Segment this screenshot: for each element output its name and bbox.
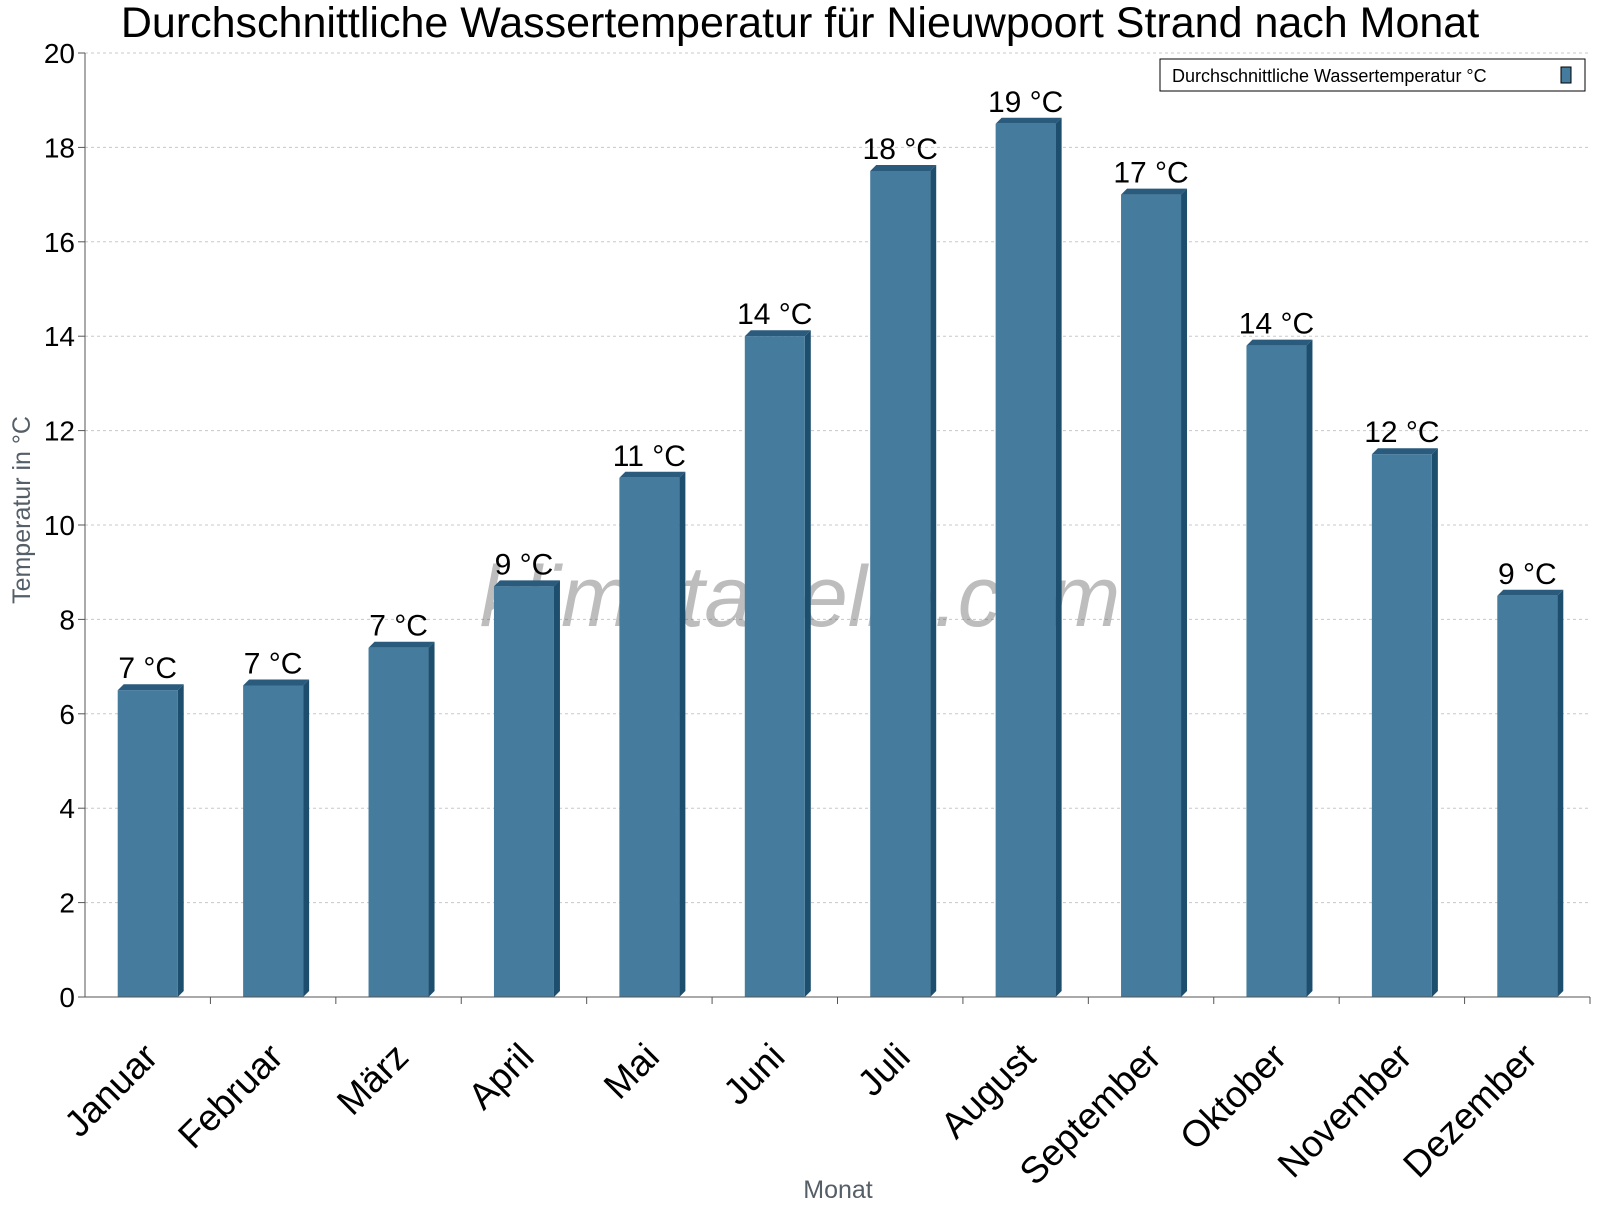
bar-group xyxy=(1497,589,1564,997)
bars xyxy=(117,117,1564,998)
bar-group xyxy=(493,580,560,997)
grid-lines xyxy=(85,52,1590,904)
bar xyxy=(1371,454,1432,997)
bar-top xyxy=(870,165,937,171)
data-label: 12 °C xyxy=(1364,416,1439,449)
bar-top xyxy=(995,117,1062,124)
bar xyxy=(619,477,680,997)
bar xyxy=(1246,345,1307,997)
data-label: 14 °C xyxy=(737,298,812,331)
bar-top xyxy=(117,684,184,691)
x-tick-label: März xyxy=(329,1036,416,1123)
bar-top xyxy=(744,330,811,337)
x-tick-label: Dezember xyxy=(1395,1036,1545,1186)
bar-side xyxy=(553,580,560,997)
data-label: 18 °C xyxy=(863,133,938,166)
bar xyxy=(1497,595,1558,997)
bar-side xyxy=(1306,339,1313,997)
legend-label: Durchschnittliche Wassertemperatur °C xyxy=(1172,66,1487,86)
bar-group xyxy=(995,117,1062,998)
bar-group xyxy=(1121,188,1188,998)
bar xyxy=(744,336,805,997)
y-tick-label: 18 xyxy=(44,132,75,163)
y-tick-label: 10 xyxy=(44,510,75,541)
bar-side xyxy=(679,471,686,997)
bar xyxy=(870,171,931,997)
bar-top xyxy=(1246,339,1313,346)
y-axis-title: Temperatur in °C xyxy=(8,416,36,604)
chart-title: Durchschnittliche Wassertemperatur für N… xyxy=(121,0,1479,47)
bar-group xyxy=(243,679,310,997)
y-tick-label: 20 xyxy=(44,38,75,69)
x-tick-label: Juni xyxy=(715,1036,792,1113)
y-tick-label: 12 xyxy=(44,416,75,447)
x-axis-title: Monat xyxy=(803,1176,873,1200)
bar xyxy=(995,123,1056,998)
bar-group xyxy=(744,330,811,997)
bar xyxy=(493,586,554,997)
x-tick-label: Oktober xyxy=(1172,1036,1294,1158)
y-tick-label: 2 xyxy=(59,888,75,919)
bar-side xyxy=(1557,589,1564,997)
bar-side xyxy=(804,330,811,997)
bar xyxy=(1121,194,1182,998)
data-label: 7 °C xyxy=(244,647,303,680)
data-label: 9 °C xyxy=(495,548,554,581)
data-label: 11 °C xyxy=(613,440,686,473)
bar-side xyxy=(930,165,937,997)
bar-side xyxy=(1055,117,1062,998)
data-label: 9 °C xyxy=(1498,558,1557,591)
x-tick-label: August xyxy=(933,1035,1044,1146)
bar xyxy=(117,690,178,997)
data-label: 19 °C xyxy=(988,86,1063,119)
x-tick-label: Mai xyxy=(596,1036,667,1107)
x-tick-label: Januar xyxy=(56,1036,165,1145)
bar-top xyxy=(1121,188,1188,195)
x-tick-label: November xyxy=(1270,1036,1420,1186)
data-label: 7 °C xyxy=(118,652,177,685)
x-tick-label: Juli xyxy=(850,1036,918,1104)
bar-side xyxy=(177,684,184,997)
y-tick-label: 4 xyxy=(59,793,75,824)
x-tick-label: Februar xyxy=(170,1036,291,1157)
legend-swatch xyxy=(1560,66,1572,84)
bar-top xyxy=(619,471,686,478)
bar xyxy=(368,647,429,997)
legend: Durchschnittliche Wassertemperatur °C xyxy=(1159,58,1586,92)
y-tick-label: 0 xyxy=(59,982,75,1013)
x-tick-label: April xyxy=(460,1036,541,1117)
bar-group xyxy=(1246,339,1313,997)
data-labels: 7 °C 7 °C 7 °C 9 °C 11 °C 14 °C 18 °C 19 °C 17 °… xyxy=(118,86,1556,685)
data-label: 14 °C xyxy=(1239,308,1314,341)
bar-group xyxy=(1371,448,1438,997)
bar-group xyxy=(619,471,686,997)
bar-side xyxy=(1181,188,1188,998)
bar xyxy=(243,685,304,997)
data-label: 7 °C xyxy=(369,610,428,643)
bar-group xyxy=(368,641,435,997)
bar-group xyxy=(870,165,937,997)
y-tick-label: 16 xyxy=(44,227,75,258)
bar-group xyxy=(117,684,184,997)
bar-top xyxy=(1497,589,1564,596)
y-tick-label: 8 xyxy=(59,604,75,635)
legend-box xyxy=(1159,58,1586,92)
bar-top xyxy=(493,580,560,587)
bar-side xyxy=(428,641,435,997)
bar-side xyxy=(1431,448,1438,997)
bar-top xyxy=(1371,448,1438,455)
bar-side xyxy=(303,679,310,997)
bar-top xyxy=(243,679,310,686)
y-tick-label: 14 xyxy=(44,321,75,352)
data-label: 17 °C xyxy=(1113,157,1188,190)
y-tick-label: 6 xyxy=(59,699,75,730)
bar-top xyxy=(368,641,435,648)
